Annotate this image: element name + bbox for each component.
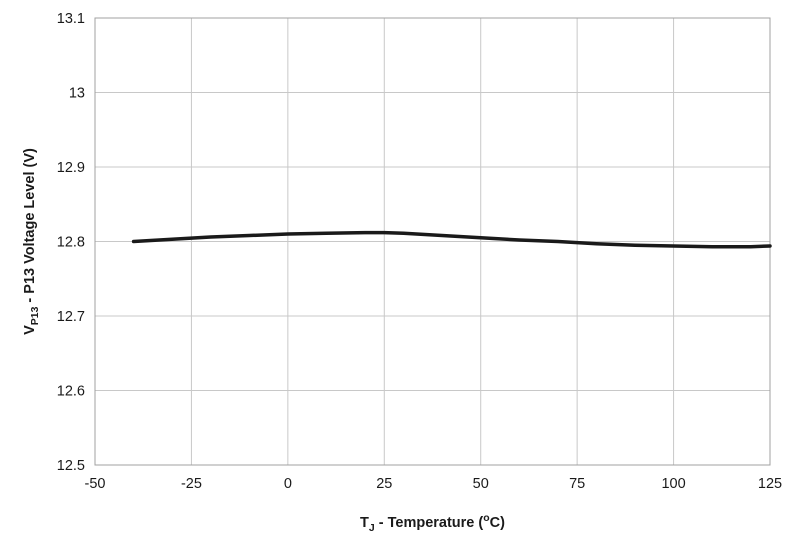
x-tick-label: -50 xyxy=(85,476,106,492)
plot-border xyxy=(94,17,771,466)
x-tick-label: 50 xyxy=(473,476,489,492)
x-tick-label: 125 xyxy=(758,476,782,492)
y-tick-label: 12.7 xyxy=(57,309,85,325)
series-line xyxy=(131,230,772,249)
x-axis-title: TJ - Temperature (oC) xyxy=(360,513,505,534)
x-tick-label: 25 xyxy=(376,476,392,492)
y-tick-label: 13.1 xyxy=(57,11,85,27)
y-tick-label: 12.6 xyxy=(57,384,85,400)
x-tick-label: -25 xyxy=(181,476,202,492)
x-tick-label: 100 xyxy=(661,476,685,492)
x-tick-label: 0 xyxy=(284,476,292,492)
y-axis-title: VP13 - P13 Voltage Level (V) xyxy=(22,148,41,335)
y-tick-label: 12.5 xyxy=(57,458,85,474)
x-tick-label: 75 xyxy=(569,476,585,492)
y-tick-label: 12.9 xyxy=(57,160,85,176)
y-tick-label: 13 xyxy=(69,86,85,102)
y-tick-label: 12.8 xyxy=(57,235,85,251)
